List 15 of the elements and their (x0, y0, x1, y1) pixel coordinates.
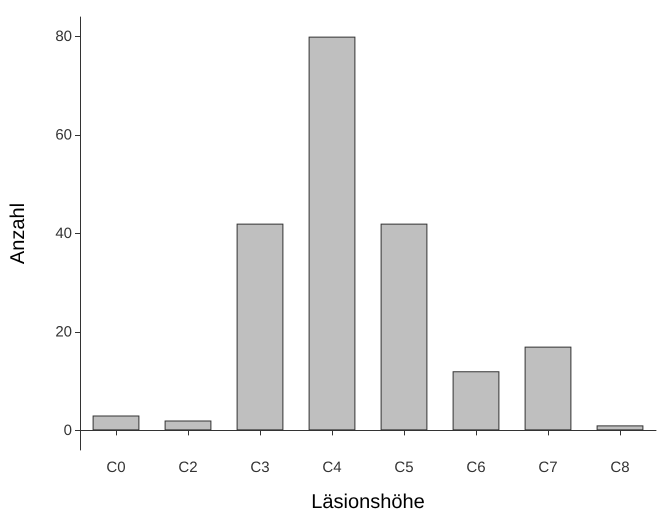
y-tick-label: 0 (64, 422, 72, 439)
x-tick-label: C4 (322, 459, 342, 476)
x-axis-title: Läsionshöhe (311, 491, 425, 513)
y-axis-title: Anzahl (7, 202, 29, 264)
x-tick-label: C5 (394, 459, 414, 476)
y-tick-label: 60 (55, 126, 72, 144)
x-tick-label: C6 (466, 459, 486, 476)
y-tick-label: 40 (55, 225, 72, 242)
x-tick-label: C3 (250, 459, 270, 476)
x-tick-label: C2 (178, 459, 198, 476)
x-tick-label: C0 (106, 459, 126, 476)
x-tick-label: C7 (538, 459, 558, 476)
x-tick-label: C8 (610, 459, 630, 476)
y-tick-label: 20 (55, 323, 72, 340)
y-tick-label: 80 (55, 28, 72, 46)
